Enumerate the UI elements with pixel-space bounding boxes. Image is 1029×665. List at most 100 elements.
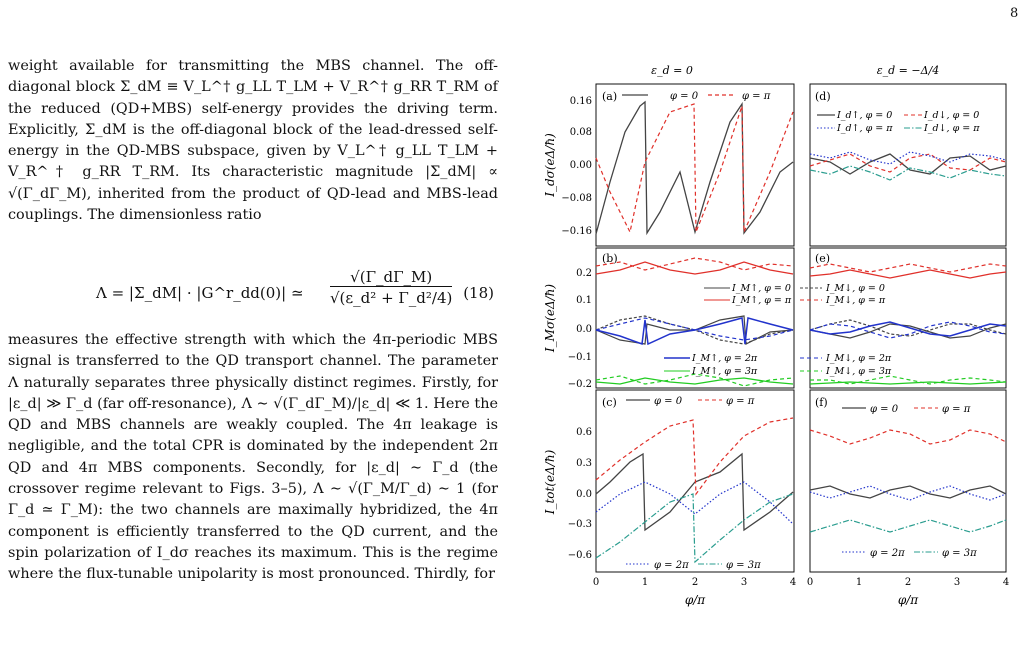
ytick-c-4: −0.6 (568, 550, 592, 561)
legend-d-0: I_d↑, φ = 0 (836, 110, 892, 121)
curve-f-3pi (809, 519, 1007, 533)
curve-b-up-green (595, 377, 794, 385)
curve-b-up-2pi (595, 317, 794, 346)
panel-f-frame (809, 389, 1007, 573)
legend-b-0: I_M↑, φ = 0 (731, 283, 791, 294)
legend-d-3: I_d↓, φ = π (923, 123, 980, 134)
ytick-a-2: 0.00 (570, 160, 592, 171)
panel-e-frame (809, 247, 1007, 389)
legend-f-3: φ = 3π (942, 548, 977, 559)
ytick-a-3: −0.08 (561, 193, 592, 204)
legend-d-2: I_d↑, φ = π (836, 123, 893, 134)
ytick-c-2: 0.0 (576, 489, 592, 500)
panel-c-tag: (c) (602, 396, 617, 409)
xtick-left-2: 2 (692, 577, 698, 588)
panel-c-ylabel: I_tot(eΔ/ħ) (543, 449, 557, 515)
equation-fraction: √(Γ_dΓ_M) √(ε_d² + Γ_d²/4) (330, 268, 453, 307)
col-title-left: ε_d = 0 (651, 64, 693, 77)
curve-d-up-phi0 (809, 153, 1007, 175)
panel-a-frame (595, 83, 795, 247)
legend-b-5: I_M↓, φ = 2π (825, 353, 892, 364)
xtick-right-4: 4 (1003, 577, 1009, 588)
equation-numerator: √(Γ_dΓ_M) (330, 268, 453, 287)
curve-d-dn-phipi (809, 165, 1007, 181)
xtick-right-1: 1 (856, 577, 862, 588)
xtick-left-1: 1 (642, 577, 648, 588)
legend-a-0: φ = 0 (670, 91, 699, 102)
legend-c-3: φ = 3π (726, 560, 761, 571)
panel-d-frame (809, 83, 1007, 247)
ytick-b-3: −0.1 (568, 352, 592, 363)
equation-denominator: √(ε_d² + Γ_d²/4) (330, 289, 453, 307)
equation-18: Λ = |Σ_dM| · |G^r_dd(0)| ≃ √(Γ_dΓ_M) √(ε… (8, 266, 498, 324)
legend-b-1: I_M↓, φ = 0 (825, 283, 885, 294)
panel-a-tag: (a) (602, 90, 617, 103)
legend-d-1: I_d↓, φ = 0 (923, 110, 979, 121)
curve-f-phipi (809, 429, 1007, 445)
curve-f-2pi (809, 485, 1007, 501)
xlabel-right: φ/π (898, 593, 919, 607)
curve-e-green (809, 381, 1007, 385)
curve-d-up-phipi (809, 151, 1007, 165)
panel-d-tag: (d) (815, 90, 831, 103)
equation-number: (18) (463, 284, 494, 302)
legend-c-0: φ = 0 (654, 396, 683, 407)
page-number: 8 (1010, 6, 1019, 21)
curve-e-green-dn (810, 375, 1007, 385)
panel-b-ylabel: I_Mσ(eΔ/ħ) (543, 284, 557, 353)
curve-f-phi0 (809, 485, 1007, 499)
curve-b-dn-green (595, 373, 794, 387)
panel-b-tag: (b) (602, 252, 618, 265)
panel-c-frame (595, 389, 795, 573)
figure-3-panels: ε_d = 0 ε_d = −Δ/4 (a) (d) (b) (e) (c) (… (543, 64, 1009, 607)
legend-c-1: φ = π (726, 396, 755, 407)
ytick-b-1: 0.1 (576, 295, 592, 306)
panel-e-tag: (e) (815, 252, 830, 265)
curve-c-3pi (595, 493, 794, 564)
equation-lhs: Λ = |Σ_dM| · |G^r_dd(0)| ≃ (96, 284, 304, 302)
curve-b-dn-3pi (595, 257, 794, 271)
curve-a-phipi (595, 103, 794, 234)
xtick-left-3: 3 (741, 577, 747, 588)
ytick-b-0: 0.2 (576, 268, 592, 279)
legend-f-2: φ = 2π (870, 548, 905, 559)
ytick-c-1: 0.3 (576, 458, 592, 469)
ytick-c-3: −0.3 (568, 519, 592, 530)
col-title-right: ε_d = −Δ/4 (877, 64, 940, 77)
legend-b-7: I_M↓, φ = 3π (825, 366, 892, 377)
curve-e-dn (809, 263, 1007, 273)
ytick-b-2: 0.0 (576, 324, 592, 335)
legend-f-1: φ = π (942, 404, 971, 415)
panel-b-frame (595, 247, 795, 389)
curve-e-blue (809, 321, 1007, 337)
xtick-right-3: 3 (954, 577, 960, 588)
legend-f-0: φ = 0 (870, 404, 899, 415)
paragraph-2: measures the effective strength with whi… (8, 332, 498, 583)
panel-a-ylabel: I_dσ(eΔ/ħ) (543, 133, 557, 198)
xtick-left-4: 4 (790, 577, 796, 588)
paragraph-1: weight available for transmitting the MB… (8, 58, 498, 224)
legend-b-2: I_M↑, φ = π (731, 295, 792, 306)
legend-b-6: I_M↑, φ = 3π (691, 366, 758, 377)
ytick-a-1: 0.08 (570, 127, 592, 138)
curve-b-dn-2pi (595, 317, 794, 341)
panel-f-tag: (f) (815, 396, 828, 409)
legend-c-2: φ = 2π (654, 560, 689, 571)
curve-e-up (809, 269, 1007, 279)
ytick-b-4: −0.2 (568, 379, 592, 390)
curve-a-phi0 (595, 100, 794, 236)
xtick-right-0: 0 (807, 577, 813, 588)
ytick-c-0: 0.6 (576, 427, 592, 438)
curve-d-dn-phi0 (809, 153, 1007, 173)
ytick-a-0: 0.16 (570, 96, 592, 107)
legend-a-1: φ = π (742, 91, 771, 102)
body-text-column: weight available for transmitting the MB… (8, 56, 498, 226)
curve-e-dark (809, 323, 1007, 339)
xlabel-left: φ/π (685, 593, 706, 607)
body-text-column-2: measures the effective strength with whi… (8, 330, 498, 586)
xtick-right-2: 2 (905, 577, 911, 588)
curve-b-up-3pi (595, 261, 794, 275)
legend-b-4: I_M↑, φ = 2π (691, 353, 758, 364)
curve-c-phi0 (595, 452, 794, 532)
curve-c-2pi (595, 481, 794, 525)
